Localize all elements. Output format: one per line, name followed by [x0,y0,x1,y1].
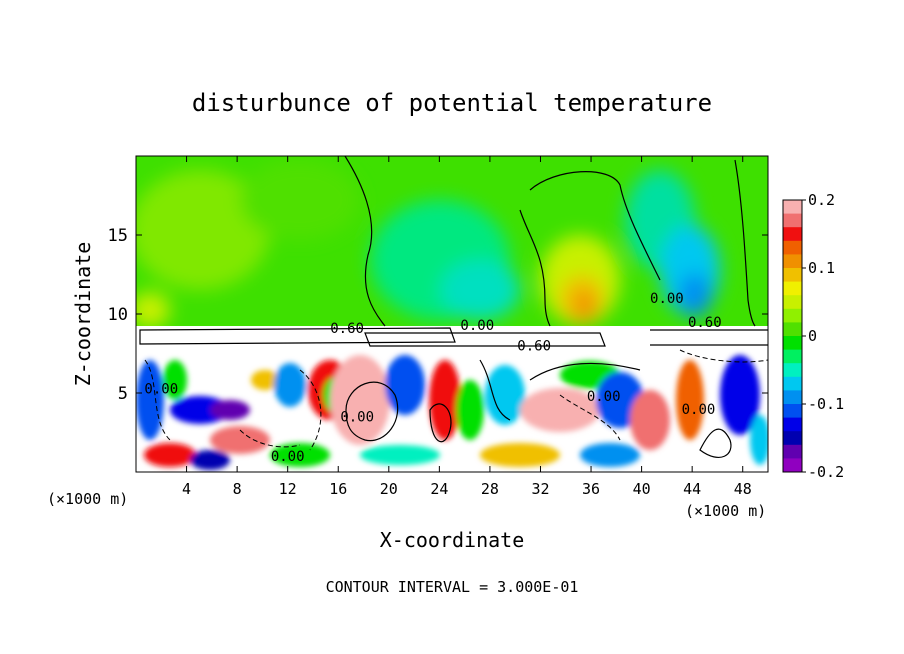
y-axis-label: Z-coordinate [71,242,95,387]
contour-label: 0.00 [340,410,374,426]
colorbar-swatch [783,417,802,432]
colorbar-tick-label: 0.1 [808,259,835,277]
x-tick-label: 36 [582,480,600,498]
colorbar-swatch [783,213,802,228]
dashed-contours [144,349,768,451]
colorbar-swatch [783,200,802,215]
x-tick-label: 16 [329,480,347,498]
x-unit-label-right: (×1000 m) [685,502,766,520]
y-tick-label: 5 [118,384,128,404]
contour-lines [139,156,768,458]
contour-label: 0.00 [587,389,621,405]
y-tick-label: 15 [108,226,128,246]
colorbar-swatch [783,363,802,378]
x-tick-label: 4 [182,480,191,498]
colorbar-swatch [783,268,802,283]
colorbar-swatch [783,281,802,296]
colorbar-swatch [783,376,802,391]
x-axis: 4 8 12 16 20 24 28 32 36 40 44 48 [182,156,752,498]
contour-label: 0.00 [650,291,684,307]
colorbar-tick-label: 0.2 [808,191,835,209]
colorbar-swatch [783,240,802,255]
contour-labels: 0.60 0.000.600.000.000.000.000.000.000.60 [144,291,721,465]
x-tick-label: 40 [633,480,651,498]
upper-anomalies [136,160,720,328]
colorbar-tick-label: -0.1 [808,395,844,413]
colorbar-tick-label: 0 [808,327,817,345]
x-axis-label: X-coordinate [380,528,525,552]
colorbar: 0.2 0.1 0 -0.1 -0.2 [782,191,844,481]
colorbar-tick-label: -0.2 [808,463,844,481]
x-tick-label: 8 [233,480,242,498]
x-tick-label: 48 [734,480,752,498]
x-tick-label: 28 [481,480,499,498]
x-tick-label: 12 [279,480,297,498]
contour-label: 0.60 [517,339,551,355]
contour-label: 0.00 [460,318,494,334]
lower-anomalies [136,355,768,470]
y-axis: 5 10 15 [108,226,768,404]
colorbar-swatch [783,322,802,337]
heatmap-field [136,156,768,472]
contour-interval-label: CONTOUR INTERVAL = 3.000E-01 [326,578,579,596]
chart-title: disturbunce of potential temperature [192,89,712,117]
x-tick-label: 44 [683,480,701,498]
y-tick-label: 10 [108,305,128,325]
colorbar-swatch [783,458,802,473]
contour-label: 0.60 [330,321,364,337]
colorbar-swatch [783,336,802,351]
x-tick-label: 32 [531,480,549,498]
colorbar-swatch [783,295,802,310]
colorbar-swatch [783,349,802,364]
x-tick-label: 20 [380,480,398,498]
colorbar-swatch [783,390,802,405]
contour-label: 0.00 [144,381,178,397]
x-unit-label-left: (×1000 m) [47,490,128,508]
contour-label: 0.00 [271,449,305,465]
colorbar-swatch [783,404,802,419]
colorbar-swatch [783,431,802,446]
colorbar-swatch [783,444,802,459]
contour-label: 0.60 [688,315,722,331]
colorbar-swatch [783,227,802,242]
colorbar-swatch [783,254,802,269]
x-tick-label: 24 [430,480,448,498]
contour-label: 0.00 [682,402,716,418]
colorbar-swatch [783,308,802,323]
